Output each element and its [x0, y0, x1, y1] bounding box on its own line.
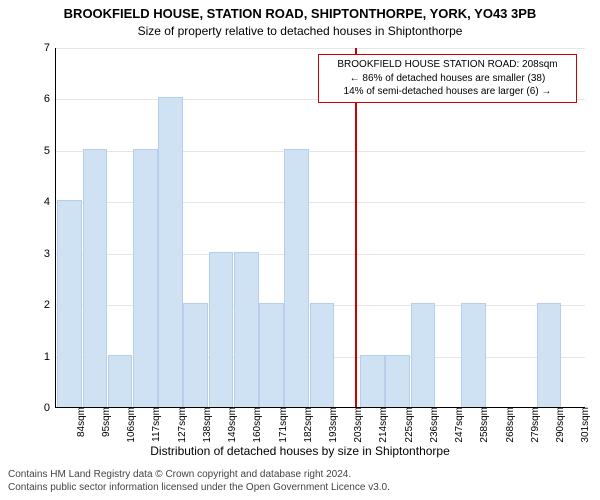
bar: [158, 97, 183, 407]
chart-title: BROOKFIELD HOUSE, STATION ROAD, SHIPTONT…: [0, 6, 600, 21]
x-tick-label: 203sqm: [349, 407, 364, 443]
plot-area: 0123456784sqm95sqm106sqm117sqm127sqm138s…: [55, 48, 585, 408]
bar: [83, 149, 108, 407]
bar: [133, 149, 158, 407]
x-tick-label: 117sqm: [147, 407, 162, 442]
bar: [234, 252, 259, 407]
x-axis-label: Distribution of detached houses by size …: [0, 444, 600, 458]
bar: [209, 252, 234, 407]
x-tick-label: 149sqm: [223, 407, 238, 443]
annotation-line: ← 86% of detached houses are smaller (38…: [325, 72, 570, 86]
x-tick-label: 290sqm: [551, 407, 566, 443]
x-tick-label: 127sqm: [173, 407, 188, 443]
bar: [385, 355, 410, 407]
y-tick-label: 1: [44, 351, 56, 363]
footer-line-2: Contains public sector information licen…: [8, 481, 390, 494]
footer-attribution: Contains HM Land Registry data © Crown c…: [8, 468, 390, 494]
x-tick-label: 268sqm: [501, 407, 516, 443]
x-tick-label: 95sqm: [97, 407, 112, 437]
bar: [461, 303, 486, 407]
x-tick-label: 171sqm: [274, 407, 289, 443]
bar: [537, 303, 562, 407]
x-tick-label: 84sqm: [72, 407, 87, 437]
bar: [259, 303, 284, 407]
x-tick-label: 258sqm: [475, 407, 490, 443]
bar: [360, 355, 385, 407]
x-tick-label: 106sqm: [122, 407, 137, 443]
annotation-line: 14% of semi-detached houses are larger (…: [325, 85, 570, 99]
x-tick-label: 279sqm: [526, 407, 541, 443]
y-tick-label: 6: [44, 93, 56, 105]
y-tick-label: 0: [44, 402, 56, 414]
bar: [284, 149, 309, 407]
bar: [183, 303, 208, 407]
x-tick-label: 225sqm: [400, 407, 415, 443]
bar: [57, 200, 82, 407]
y-tick-label: 3: [44, 248, 56, 260]
x-tick-label: 193sqm: [324, 407, 339, 443]
x-tick-label: 138sqm: [198, 407, 213, 443]
y-tick-label: 2: [44, 299, 56, 311]
bar: [310, 303, 335, 407]
x-tick-label: 214sqm: [374, 407, 389, 443]
x-tick-label: 247sqm: [450, 407, 465, 443]
x-tick-label: 236sqm: [425, 407, 440, 443]
y-tick-label: 5: [44, 145, 56, 157]
bar: [108, 355, 133, 407]
annotation-line: BROOKFIELD HOUSE STATION ROAD: 208sqm: [325, 58, 570, 72]
x-tick-label: 301sqm: [576, 407, 591, 443]
chart-subtitle: Size of property relative to detached ho…: [0, 24, 600, 38]
x-tick-label: 182sqm: [299, 407, 314, 443]
annotation-box: BROOKFIELD HOUSE STATION ROAD: 208sqm← 8…: [318, 54, 577, 103]
y-tick-label: 7: [44, 42, 56, 54]
x-tick-label: 160sqm: [248, 407, 263, 443]
footer-line-1: Contains HM Land Registry data © Crown c…: [8, 468, 390, 481]
y-tick-label: 4: [44, 196, 56, 208]
bar: [411, 303, 436, 407]
